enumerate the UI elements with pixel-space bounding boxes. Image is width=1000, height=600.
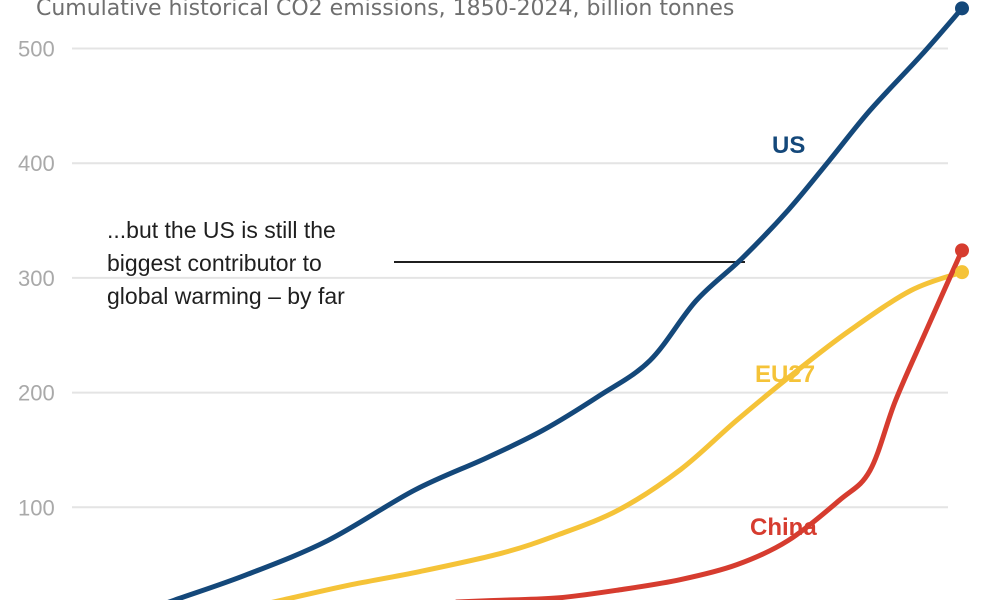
series-label-us: US (772, 132, 805, 159)
y-axis-ticks: 100 200 300 400 500 (18, 37, 55, 521)
end-marker-us (955, 1, 969, 16)
annotation: ...but the US is still the biggest contr… (107, 217, 745, 309)
y-tick-label-400: 400 (18, 151, 55, 176)
series-labels: US EU27 China (750, 132, 817, 541)
y-tick-label-200: 200 (18, 381, 55, 406)
series (167, 1, 969, 600)
series-line-china (455, 247, 965, 600)
series-label-china: China (750, 514, 817, 541)
annotation-line-3: global warming – by far (107, 283, 345, 309)
y-tick-label-500: 500 (18, 37, 55, 62)
chart-title: Cumulative historical CO2 emissions, 185… (36, 0, 734, 21)
series-label-eu27: EU27 (755, 361, 815, 388)
end-marker-china (955, 243, 969, 258)
annotation-line-2: biggest contributor to (107, 250, 322, 276)
y-tick-label-300: 300 (18, 266, 55, 291)
series-line-us (167, 5, 965, 600)
y-tick-label-100: 100 (18, 495, 55, 520)
series-line-eu27 (271, 269, 965, 600)
end-marker-eu27 (955, 265, 969, 280)
annotation-line-1: ...but the US is still the (107, 217, 336, 243)
gridlines (72, 47, 948, 509)
